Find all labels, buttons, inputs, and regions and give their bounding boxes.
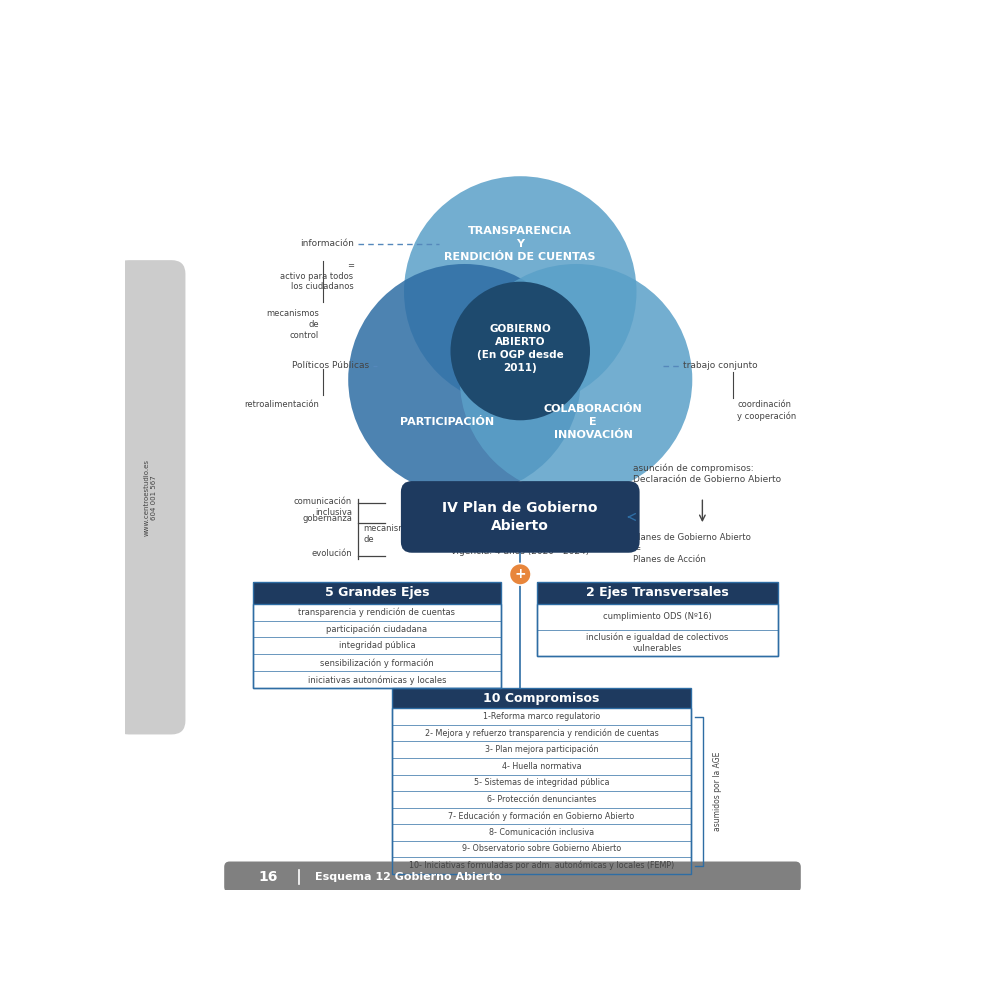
FancyBboxPatch shape xyxy=(537,604,778,656)
Text: 7- Educación y formación en Gobierno Abierto: 7- Educación y formación en Gobierno Abi… xyxy=(448,811,635,821)
Text: 16: 16 xyxy=(259,870,278,884)
Text: retroalimentación: retroalimentación xyxy=(244,400,319,409)
Text: IV Plan de Gobierno
Abierto: IV Plan de Gobierno Abierto xyxy=(442,501,598,533)
Text: iniciativas autonómicas y locales: iniciativas autonómicas y locales xyxy=(308,675,446,685)
Circle shape xyxy=(348,264,581,495)
FancyBboxPatch shape xyxy=(253,582,501,604)
Text: comunicación
inclusiva: comunicación inclusiva xyxy=(294,497,352,517)
Text: mecanismos
de
control: mecanismos de control xyxy=(266,309,319,340)
Text: transparencia y rendición de cuentas: transparencia y rendición de cuentas xyxy=(298,607,455,617)
Text: TRANSPARENCIA
Y
RENDICIÓN DE CUENTAS: TRANSPARENCIA Y RENDICIÓN DE CUENTAS xyxy=(444,226,596,262)
Circle shape xyxy=(509,564,531,585)
FancyBboxPatch shape xyxy=(115,260,185,734)
Text: 2 Ejes Transversales: 2 Ejes Transversales xyxy=(586,586,729,599)
Text: 5 Grandes Ejes: 5 Grandes Ejes xyxy=(325,586,429,599)
Text: PARTICIPACIÓN: PARTICIPACIÓN xyxy=(400,417,494,427)
Text: Políticos Públicas: Políticos Públicas xyxy=(292,361,369,370)
FancyBboxPatch shape xyxy=(253,604,501,688)
Text: sensibilización y formación: sensibilización y formación xyxy=(320,658,434,668)
Text: 3- Plan mejora participación: 3- Plan mejora participación xyxy=(485,745,598,754)
Text: coordinación
y cooperación: coordinación y cooperación xyxy=(737,400,796,421)
FancyBboxPatch shape xyxy=(537,582,778,604)
Circle shape xyxy=(404,176,637,407)
Text: inclusión e igualdad de colectivos
vulnerables: inclusión e igualdad de colectivos vulne… xyxy=(586,633,729,653)
Text: cumplimiento ODS (Nº16): cumplimiento ODS (Nº16) xyxy=(603,612,712,621)
Text: gobernanza: gobernanza xyxy=(302,514,352,523)
Text: evolución: evolución xyxy=(311,549,352,558)
Text: 10 Compromisos: 10 Compromisos xyxy=(483,692,600,705)
Text: OGP: OGP xyxy=(490,483,511,493)
Text: integridad pública: integridad pública xyxy=(339,641,415,650)
Text: 4- Huella normativa: 4- Huella normativa xyxy=(502,762,581,771)
Text: COLABORACIÓN
E
INNOVACIÓN: COLABORACIÓN E INNOVACIÓN xyxy=(544,404,642,440)
Text: GOBIERNO
ABIERTO
(En OGP desde
2011): GOBIERNO ABIERTO (En OGP desde 2011) xyxy=(477,324,564,373)
Text: vigencia: 4 años (2020 - 2024): vigencia: 4 años (2020 - 2024) xyxy=(451,547,589,556)
Circle shape xyxy=(460,264,692,495)
Text: información: información xyxy=(300,239,354,248)
Text: =
activo para todos
los ciudadanos: = activo para todos los ciudadanos xyxy=(280,261,354,291)
FancyBboxPatch shape xyxy=(392,708,691,874)
Text: trabajo conjunto: trabajo conjunto xyxy=(683,361,758,370)
Text: asumidos por la AGE: asumidos por la AGE xyxy=(713,751,722,831)
FancyBboxPatch shape xyxy=(392,688,691,708)
Text: Esquema 12 Gobierno Abierto: Esquema 12 Gobierno Abierto xyxy=(315,872,502,882)
Text: 6- Protección denunciantes: 6- Protección denunciantes xyxy=(487,795,596,804)
Text: asunción de compromisos:
Declaración de Gobierno Abierto: asunción de compromisos: Declaración de … xyxy=(633,464,781,485)
Text: 5- Sistemas de integridad pública: 5- Sistemas de integridad pública xyxy=(474,778,609,787)
Text: participación ciudadana: participación ciudadana xyxy=(326,624,427,634)
Text: www.centroestudio.es
604 001 567: www.centroestudio.es 604 001 567 xyxy=(144,459,157,536)
Text: mecanismos
de: mecanismos de xyxy=(364,524,417,544)
FancyBboxPatch shape xyxy=(224,862,801,892)
Text: 10- Iniciativas formuladas por adm. autonómicas y locales (FEMP): 10- Iniciativas formuladas por adm. auto… xyxy=(409,861,674,870)
Text: Planes de Gobierno Abierto
=
Planes de Acción: Planes de Gobierno Abierto = Planes de A… xyxy=(633,533,750,564)
Text: 1-Reforma marco regulatorio: 1-Reforma marco regulatorio xyxy=(483,712,600,721)
FancyBboxPatch shape xyxy=(401,481,640,553)
Circle shape xyxy=(450,282,590,420)
Text: 9- Observatorio sobre Gobierno Abierto: 9- Observatorio sobre Gobierno Abierto xyxy=(462,844,621,853)
Text: +: + xyxy=(514,567,526,581)
Text: 8- Comunicación inclusiva: 8- Comunicación inclusiva xyxy=(489,828,594,837)
Text: 2- Mejora y refuerzo transparencia y rendición de cuentas: 2- Mejora y refuerzo transparencia y ren… xyxy=(425,728,658,738)
